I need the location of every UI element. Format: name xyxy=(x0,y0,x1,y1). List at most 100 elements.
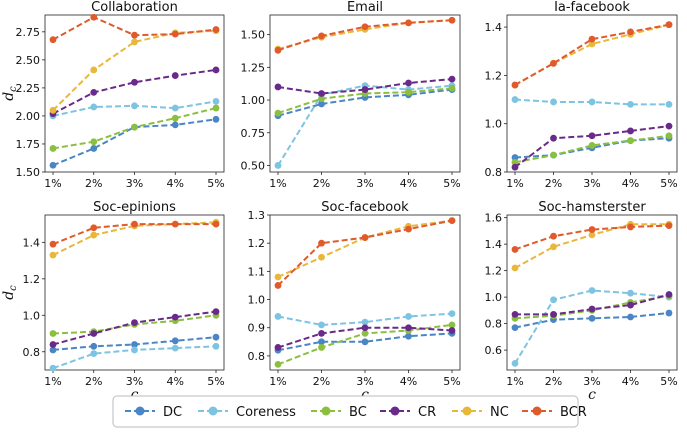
point-bcr xyxy=(361,234,369,241)
point-coreness xyxy=(550,98,557,106)
x-axis-label: c xyxy=(131,387,139,403)
point-bcr xyxy=(550,59,557,67)
x-tick-label: 1% xyxy=(44,375,61,388)
x-tick-label: 2% xyxy=(313,375,330,388)
x-tick-label: 5% xyxy=(207,177,224,190)
point-cr xyxy=(49,341,57,348)
y-axis-label: dc xyxy=(1,285,19,300)
series-line-bc xyxy=(514,134,670,164)
point-cr xyxy=(627,127,634,135)
point-bcr xyxy=(274,282,282,289)
point-coreness xyxy=(405,313,412,320)
y-tick-label: 2.25 xyxy=(16,82,41,95)
point-nc xyxy=(588,231,596,239)
legend-marker xyxy=(208,406,218,416)
point-cr xyxy=(212,308,220,316)
point-dc xyxy=(511,324,519,332)
y-axis-label-subscript: c xyxy=(8,86,19,92)
point-dc xyxy=(361,338,369,346)
point-cr xyxy=(405,79,412,87)
point-dc xyxy=(171,121,179,129)
x-tick-label: 5% xyxy=(660,177,677,190)
point-dc xyxy=(318,338,325,346)
point-cr xyxy=(588,305,596,313)
point-coreness xyxy=(511,96,519,103)
x-tick-label: 3% xyxy=(583,375,600,388)
y-tick-label: 1.50 xyxy=(16,166,41,179)
point-coreness xyxy=(627,100,634,108)
point-dc xyxy=(318,100,325,108)
point-coreness xyxy=(212,342,220,350)
x-tick-label: 4% xyxy=(622,375,639,388)
point-bc xyxy=(49,145,57,152)
point-bcr xyxy=(665,21,673,29)
x-axis-label: c xyxy=(588,387,596,403)
x-tick-label: 3% xyxy=(126,177,143,190)
x-tick-label: 2% xyxy=(85,177,102,190)
point-bcr xyxy=(49,240,57,248)
legend-marker xyxy=(390,406,400,416)
point-bcr xyxy=(550,232,557,240)
x-tick-label: 2% xyxy=(85,375,102,388)
x-tick-label: 1% xyxy=(506,177,523,190)
point-bc xyxy=(550,151,557,159)
y-axis-label-main: d xyxy=(1,92,17,101)
point-bc xyxy=(318,95,325,103)
point-cr xyxy=(171,72,179,79)
point-coreness xyxy=(274,162,282,169)
point-coreness xyxy=(212,97,220,105)
series-line-coreness xyxy=(277,312,453,326)
panel-soc-hamsterster: Soc-hamsterster 0.6 0.8 1.0 1.2 1.4 1.6 1% 2% 3% 4… xyxy=(485,200,678,403)
point-bcr xyxy=(448,16,456,24)
y-tick-label: 1.75 xyxy=(16,138,41,151)
point-coreness xyxy=(550,296,557,304)
legend-label: Coreness xyxy=(236,405,296,420)
panel-email: Email 0.50 0.75 1.00 1.25 1.50 1% 2% 3% 4% 5% xyxy=(241,0,461,190)
y-tick-label: 0.9 xyxy=(248,322,266,335)
point-cr xyxy=(90,88,98,96)
series-line-bcr xyxy=(277,219,453,287)
point-bc xyxy=(627,137,634,145)
legend-entry-dc: DC xyxy=(125,405,182,420)
point-coreness xyxy=(171,344,179,352)
point-coreness xyxy=(511,359,519,367)
y-tick-label: 1.2 xyxy=(485,69,503,82)
point-cr xyxy=(448,327,456,334)
y-tick-label: 1.2 xyxy=(23,273,41,286)
point-bcr xyxy=(274,46,282,54)
point-cr xyxy=(550,134,557,142)
point-coreness xyxy=(49,364,57,372)
panel-title: Ia-facebook xyxy=(554,0,630,15)
point-cr xyxy=(665,122,673,130)
point-nc xyxy=(131,38,138,46)
point-bcr xyxy=(131,31,138,39)
point-bcr xyxy=(212,220,220,228)
point-bcr xyxy=(49,36,57,44)
point-dc xyxy=(588,314,596,322)
y-tick-label: 1.4 xyxy=(485,21,503,34)
point-dc xyxy=(90,342,98,350)
point-dc xyxy=(627,313,634,321)
point-bcr xyxy=(588,226,596,233)
y-tick-label: 1.4 xyxy=(23,236,41,249)
point-bcr xyxy=(212,26,220,33)
point-cr xyxy=(274,344,282,351)
y-tick-label: 1.3 xyxy=(248,209,266,222)
x-tick-label: 3% xyxy=(356,177,373,190)
series-line-cr xyxy=(277,78,453,95)
point-nc xyxy=(550,243,557,251)
point-bcr xyxy=(171,220,179,228)
legend-entry-coreness: Coreness xyxy=(198,405,296,420)
y-tick-label: 2.75 xyxy=(16,26,41,39)
x-tick-label: 4% xyxy=(622,177,639,190)
point-bcr xyxy=(627,223,634,231)
legend-marker xyxy=(462,406,472,416)
panel-soc-facebook: Soc-facebook 0.8 0.9 1.0 1.1 1.2 1.3 1% 2% 3% 4% 5%… xyxy=(248,200,461,403)
point-cr xyxy=(511,310,519,318)
point-bc xyxy=(405,88,412,96)
point-dc xyxy=(405,332,412,340)
x-tick-label: 5% xyxy=(443,375,460,388)
point-bc xyxy=(212,104,220,112)
y-tick-label: 1.50 xyxy=(241,29,266,42)
